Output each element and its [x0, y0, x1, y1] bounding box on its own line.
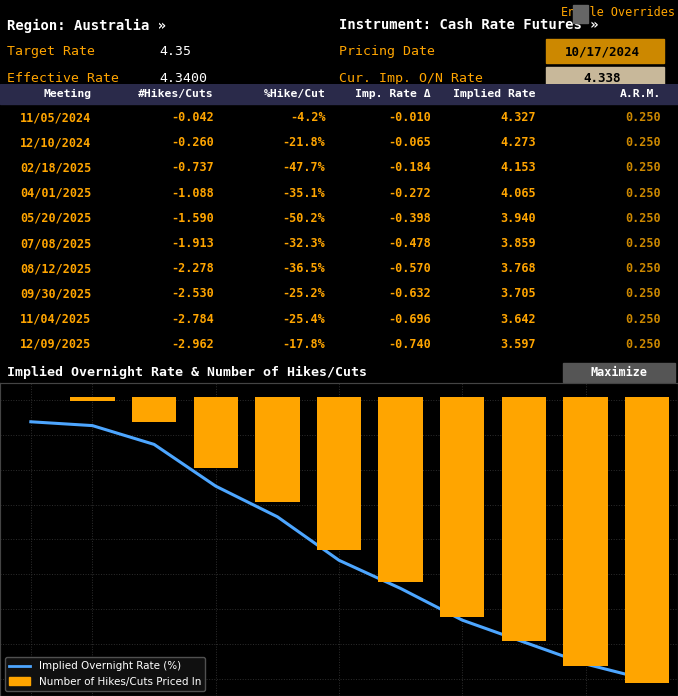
- Text: -0.184: -0.184: [388, 161, 431, 175]
- Text: -17.8%: -17.8%: [283, 338, 325, 351]
- Text: Effective Rate: Effective Rate: [7, 72, 119, 85]
- Bar: [0, 84, 678, 104]
- Text: 3.642: 3.642: [500, 313, 536, 326]
- Text: 08/12/2025: 08/12/2025: [20, 262, 92, 275]
- Text: 4.338: 4.338: [583, 72, 621, 85]
- Text: 10/17/2024: 10/17/2024: [565, 45, 639, 58]
- Text: -4.2%: -4.2%: [290, 111, 325, 124]
- Text: 09/30/2025: 09/30/2025: [20, 287, 92, 301]
- Text: -36.5%: -36.5%: [283, 262, 325, 275]
- Bar: [563, 397, 607, 665]
- Text: -0.696: -0.696: [388, 313, 431, 326]
- Text: Enable Overrides: Enable Overrides: [561, 6, 675, 19]
- Text: 3.940: 3.940: [500, 212, 536, 225]
- Text: 0.250: 0.250: [625, 111, 661, 124]
- Text: 04/01/2025: 04/01/2025: [20, 187, 92, 200]
- Text: -2.278: -2.278: [171, 262, 214, 275]
- Text: -35.1%: -35.1%: [283, 187, 325, 200]
- Text: 4.273: 4.273: [500, 136, 536, 149]
- Bar: [502, 397, 546, 641]
- Text: -25.2%: -25.2%: [283, 287, 325, 301]
- Text: Region: Australia »: Region: Australia »: [7, 18, 166, 33]
- Text: -0.398: -0.398: [388, 212, 431, 225]
- Text: Implied Overnight Rate & Number of Hikes/Cuts: Implied Overnight Rate & Number of Hikes…: [7, 366, 367, 379]
- Text: 4.3400: 4.3400: [159, 72, 207, 85]
- Bar: [193, 397, 238, 468]
- Text: %Hike/Cut: %Hike/Cut: [264, 89, 325, 99]
- Text: Pricing Date: Pricing Date: [339, 45, 435, 58]
- Bar: [132, 397, 176, 422]
- Bar: [573, 5, 588, 24]
- Text: -0.042: -0.042: [171, 111, 214, 124]
- Bar: [546, 67, 664, 90]
- Text: -2.530: -2.530: [171, 287, 214, 301]
- Text: Imp. Rate Δ: Imp. Rate Δ: [355, 89, 431, 99]
- Text: -0.260: -0.260: [171, 136, 214, 149]
- Text: 4.35: 4.35: [159, 45, 191, 58]
- Text: 3.705: 3.705: [500, 287, 536, 301]
- Text: 4.153: 4.153: [500, 161, 536, 175]
- Text: 05/20/2025: 05/20/2025: [20, 212, 92, 225]
- Text: -25.4%: -25.4%: [283, 313, 325, 326]
- Text: 4.065: 4.065: [500, 187, 536, 200]
- Text: 12/09/2025: 12/09/2025: [20, 338, 92, 351]
- Bar: [563, 363, 675, 381]
- Text: -50.2%: -50.2%: [283, 212, 325, 225]
- Text: 0.250: 0.250: [625, 161, 661, 175]
- Bar: [440, 397, 485, 617]
- Text: -2.784: -2.784: [171, 313, 214, 326]
- Text: -0.272: -0.272: [388, 187, 431, 200]
- Text: -1.590: -1.590: [171, 212, 214, 225]
- Text: -0.740: -0.740: [388, 338, 431, 351]
- Text: -0.010: -0.010: [388, 111, 431, 124]
- Text: -0.570: -0.570: [388, 262, 431, 275]
- Text: 02/18/2025: 02/18/2025: [20, 161, 92, 175]
- Text: 3.859: 3.859: [500, 237, 536, 250]
- Bar: [255, 397, 300, 502]
- Bar: [546, 39, 664, 63]
- Text: A.R.M.: A.R.M.: [620, 89, 661, 99]
- Text: 0.250: 0.250: [625, 313, 661, 326]
- Text: 07/08/2025: 07/08/2025: [20, 237, 92, 250]
- Text: 0.250: 0.250: [625, 136, 661, 149]
- Legend: Implied Overnight Rate (%), Number of Hikes/Cuts Priced In: Implied Overnight Rate (%), Number of Hi…: [5, 657, 205, 691]
- Text: 11/05/2024: 11/05/2024: [20, 111, 92, 124]
- Text: -0.065: -0.065: [388, 136, 431, 149]
- Text: 0.250: 0.250: [625, 187, 661, 200]
- Text: Maximize: Maximize: [591, 366, 647, 379]
- Text: #Hikes/Cuts: #Hikes/Cuts: [138, 89, 214, 99]
- Text: 0.250: 0.250: [625, 237, 661, 250]
- Text: Instrument: Cash Rate Futures »: Instrument: Cash Rate Futures »: [339, 18, 599, 33]
- Bar: [625, 397, 669, 683]
- Text: Meeting: Meeting: [43, 89, 92, 99]
- Text: -21.8%: -21.8%: [283, 136, 325, 149]
- Text: 3.768: 3.768: [500, 262, 536, 275]
- Bar: [378, 397, 423, 582]
- Text: -47.7%: -47.7%: [283, 161, 325, 175]
- Text: Target Rate: Target Rate: [7, 45, 95, 58]
- Text: -0.632: -0.632: [388, 287, 431, 301]
- Bar: [71, 397, 115, 402]
- Text: 11/04/2025: 11/04/2025: [20, 313, 92, 326]
- Bar: [317, 397, 361, 551]
- Text: 3.597: 3.597: [500, 338, 536, 351]
- Text: -0.478: -0.478: [388, 237, 431, 250]
- Text: -1.913: -1.913: [171, 237, 214, 250]
- Text: 0.250: 0.250: [625, 262, 661, 275]
- Text: -0.737: -0.737: [171, 161, 214, 175]
- Text: -1.088: -1.088: [171, 187, 214, 200]
- Text: -32.3%: -32.3%: [283, 237, 325, 250]
- Text: 0.250: 0.250: [625, 212, 661, 225]
- Text: 0.250: 0.250: [625, 338, 661, 351]
- Text: Cur. Imp. O/N Rate: Cur. Imp. O/N Rate: [339, 72, 483, 85]
- Text: Implied Rate: Implied Rate: [453, 89, 536, 99]
- Text: -2.962: -2.962: [171, 338, 214, 351]
- Text: 0.250: 0.250: [625, 287, 661, 301]
- Text: 12/10/2024: 12/10/2024: [20, 136, 92, 149]
- Text: 4.327: 4.327: [500, 111, 536, 124]
